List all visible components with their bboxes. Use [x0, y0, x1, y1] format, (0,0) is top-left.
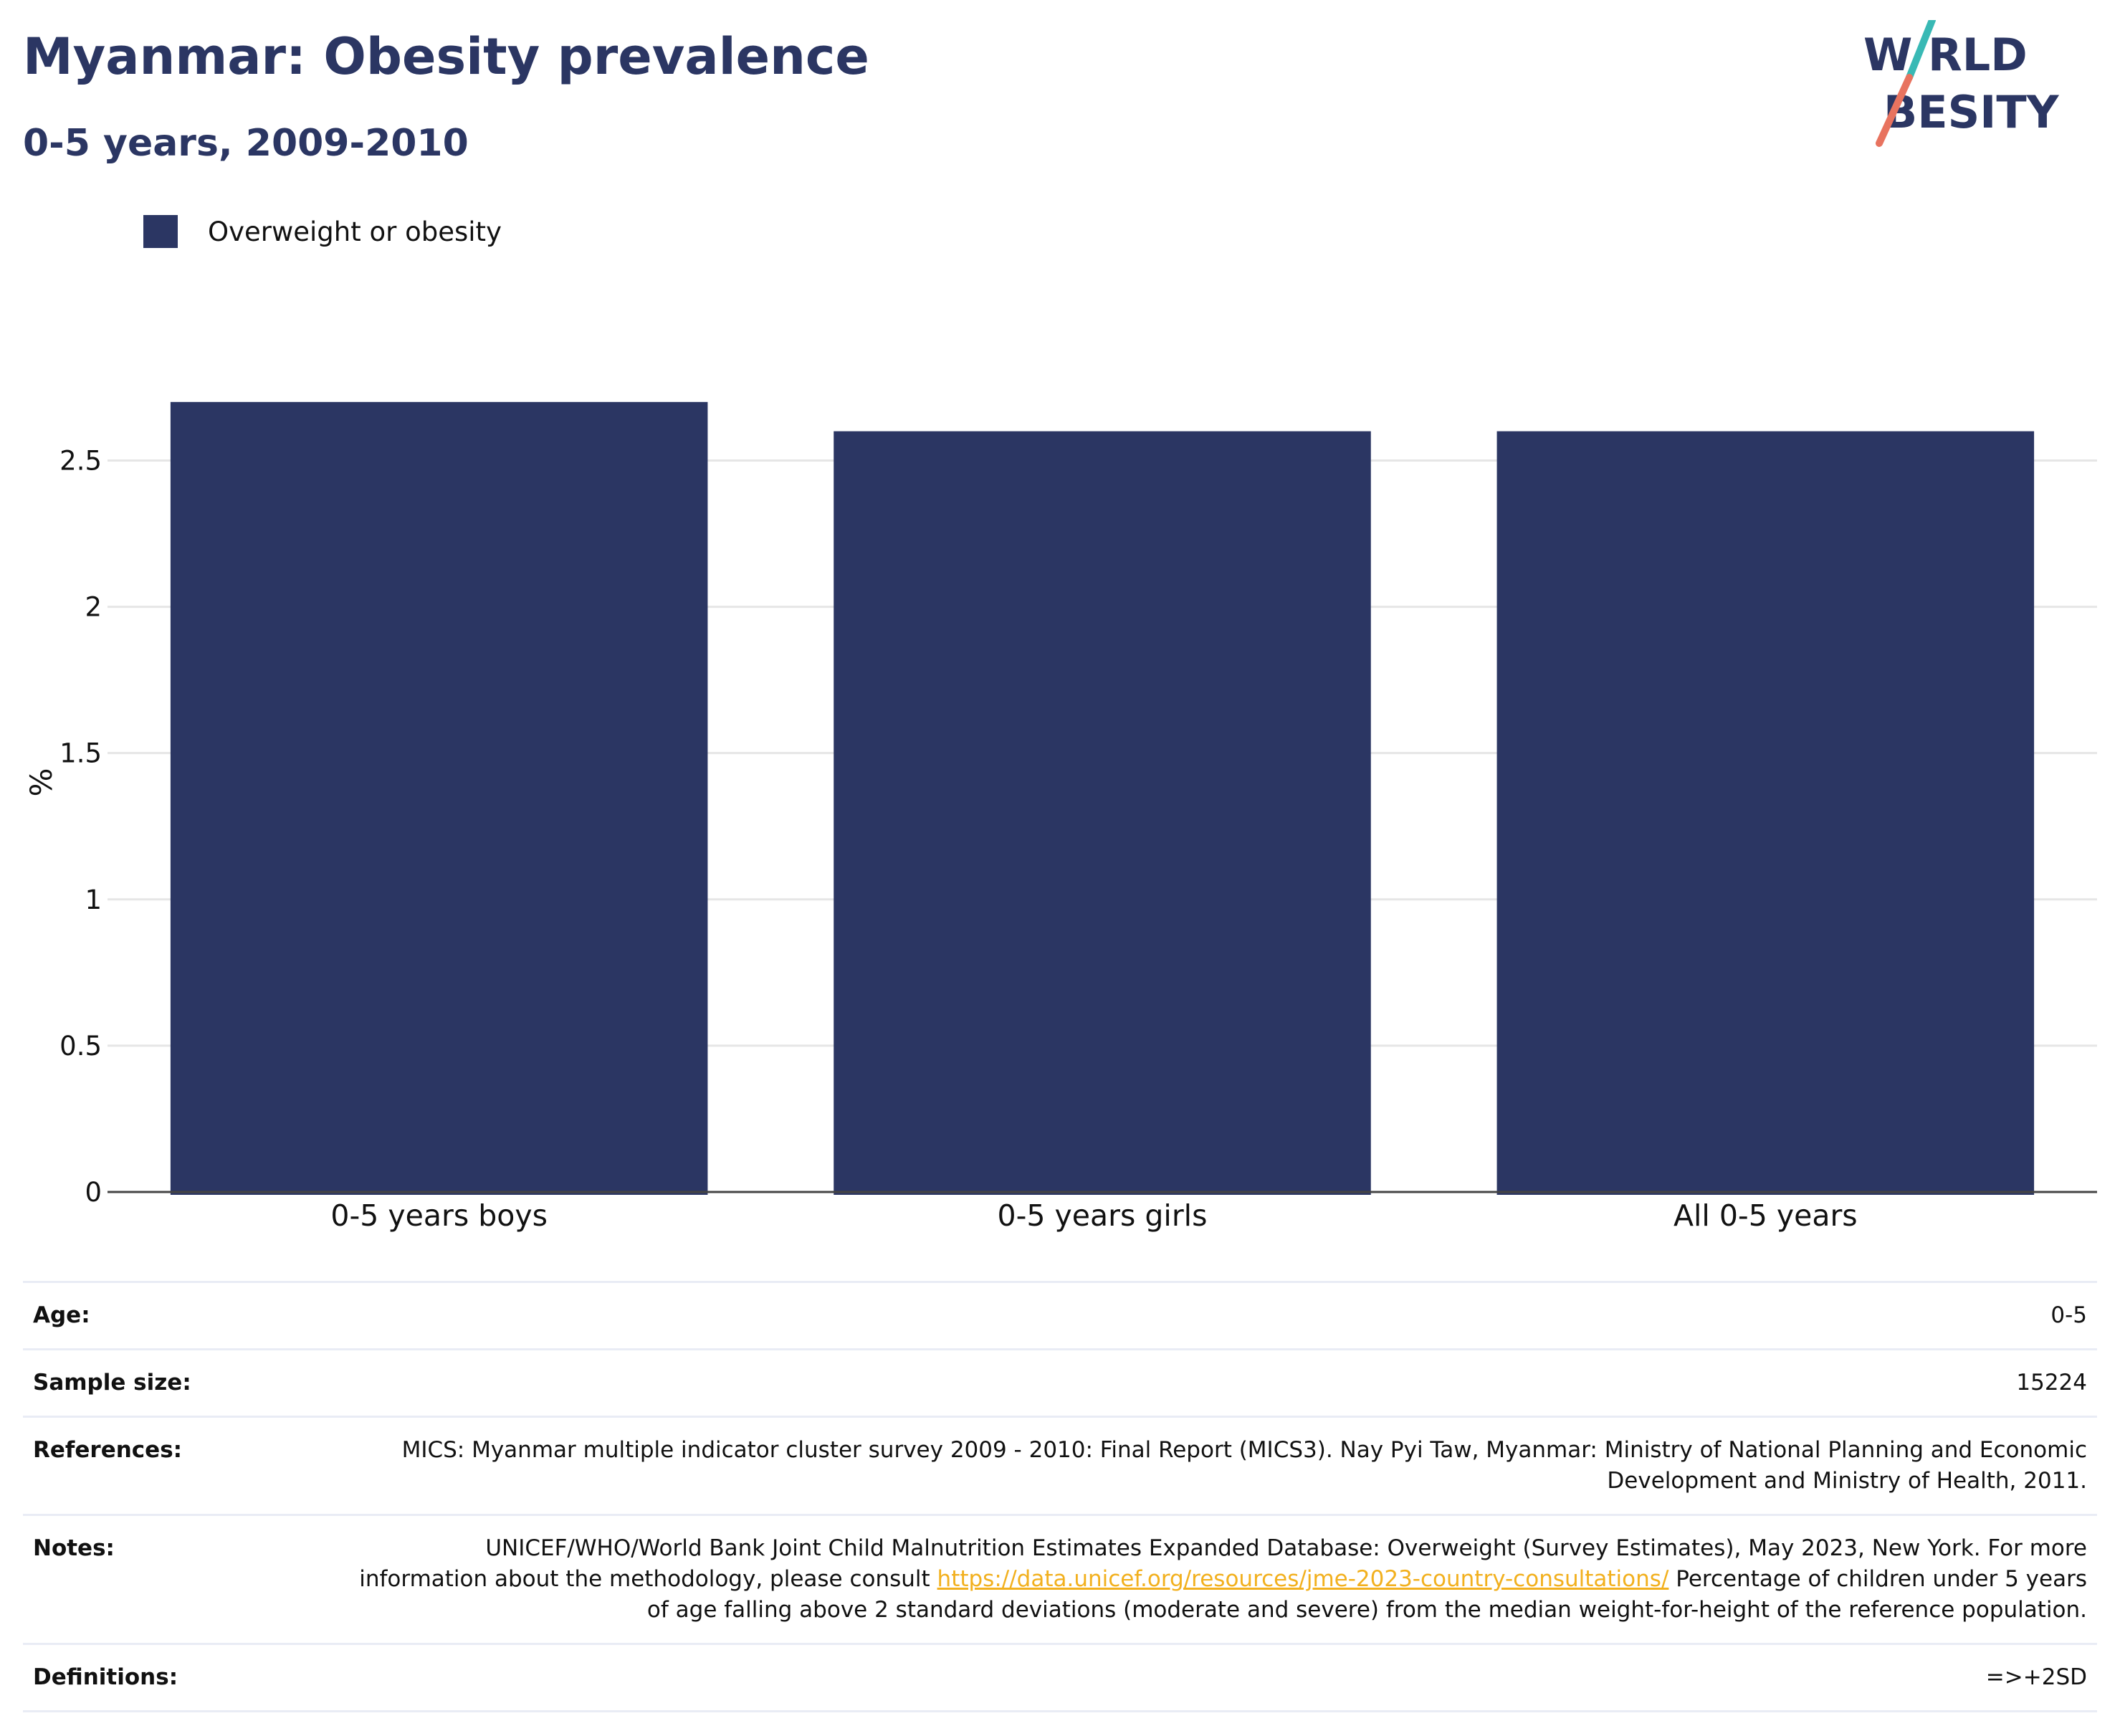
chart-title: Myanmar: Obesity prevalence [23, 27, 869, 86]
info-row-age: Age: 0-5 [23, 1281, 2097, 1350]
logo-line1: W RLD [1863, 29, 2028, 81]
definitions-label: Definitions: [23, 1643, 344, 1712]
info-row-notes: Notes: UNICEF/WHO/World Bank Joint Child… [23, 1514, 2097, 1645]
y-tick-label: 2.5 [59, 445, 102, 476]
info-table: Age: 0-5 Sample size: 15224 References: … [23, 1281, 2097, 1712]
references-value: MICS: Myanmar multiple indicator cluster… [344, 1416, 2097, 1516]
references-label: References: [23, 1416, 344, 1516]
logo-slash-top [1906, 20, 1936, 81]
y-tick-label: 2 [85, 592, 102, 623]
notes-text-2: Percentage of children under 5 years of … [646, 1566, 2087, 1623]
chart-subtitle: 0-5 years, 2009-2010 [23, 122, 469, 165]
x-tick-label: All 0-5 years [1673, 1198, 1858, 1233]
y-tick-label: 1.5 [59, 738, 102, 769]
x-tick-label: 0-5 years boys [330, 1198, 548, 1233]
info-row-definitions: Definitions: =>+2SD [23, 1643, 2097, 1712]
age-value: 0-5 [344, 1281, 2097, 1350]
y-tick-label: 0.5 [59, 1031, 102, 1062]
info-row-references: References: MICS: Myanmar multiple indic… [23, 1416, 2097, 1516]
world-obesity-logo: W RLD BESITY [1863, 20, 2060, 147]
legend-label: Overweight or obesity [208, 216, 502, 247]
legend-swatch [143, 215, 178, 248]
bar [170, 401, 708, 1195]
notes-label: Notes: [23, 1514, 344, 1645]
x-tick-label: 0-5 years girls [998, 1198, 1208, 1233]
bar-chart: 0 0.5 1 1.5 2 2.5% 0-5 years boys 0-5 years gir… [24, 401, 2097, 1233]
notes-text-1: UNICEF/WHO/World Bank Joint Child Malnut… [359, 1535, 2087, 1592]
logo-line2: BESITY [1883, 86, 2060, 138]
sample-size-value: 15224 [344, 1348, 2097, 1418]
chart-legend: Overweight or obesity [143, 215, 502, 248]
y-tick-label: 1 [85, 884, 102, 915]
age-label: Age: [23, 1281, 344, 1350]
y-tick-label: 0 [85, 1177, 102, 1208]
y-axis-label: % [24, 768, 59, 797]
sample-size-label: Sample size: [23, 1348, 344, 1418]
definitions-value: =>+2SD [344, 1643, 2097, 1712]
notes-link[interactable]: https://data.unicef.org/resources/jme-20… [937, 1566, 1669, 1592]
bar [834, 431, 1371, 1196]
bar [1496, 431, 2035, 1196]
notes-value: UNICEF/WHO/World Bank Joint Child Malnut… [344, 1514, 2097, 1645]
info-row-sample-size: Sample size: 15224 [23, 1348, 2097, 1418]
logo-slash-bottom [1876, 74, 1913, 147]
